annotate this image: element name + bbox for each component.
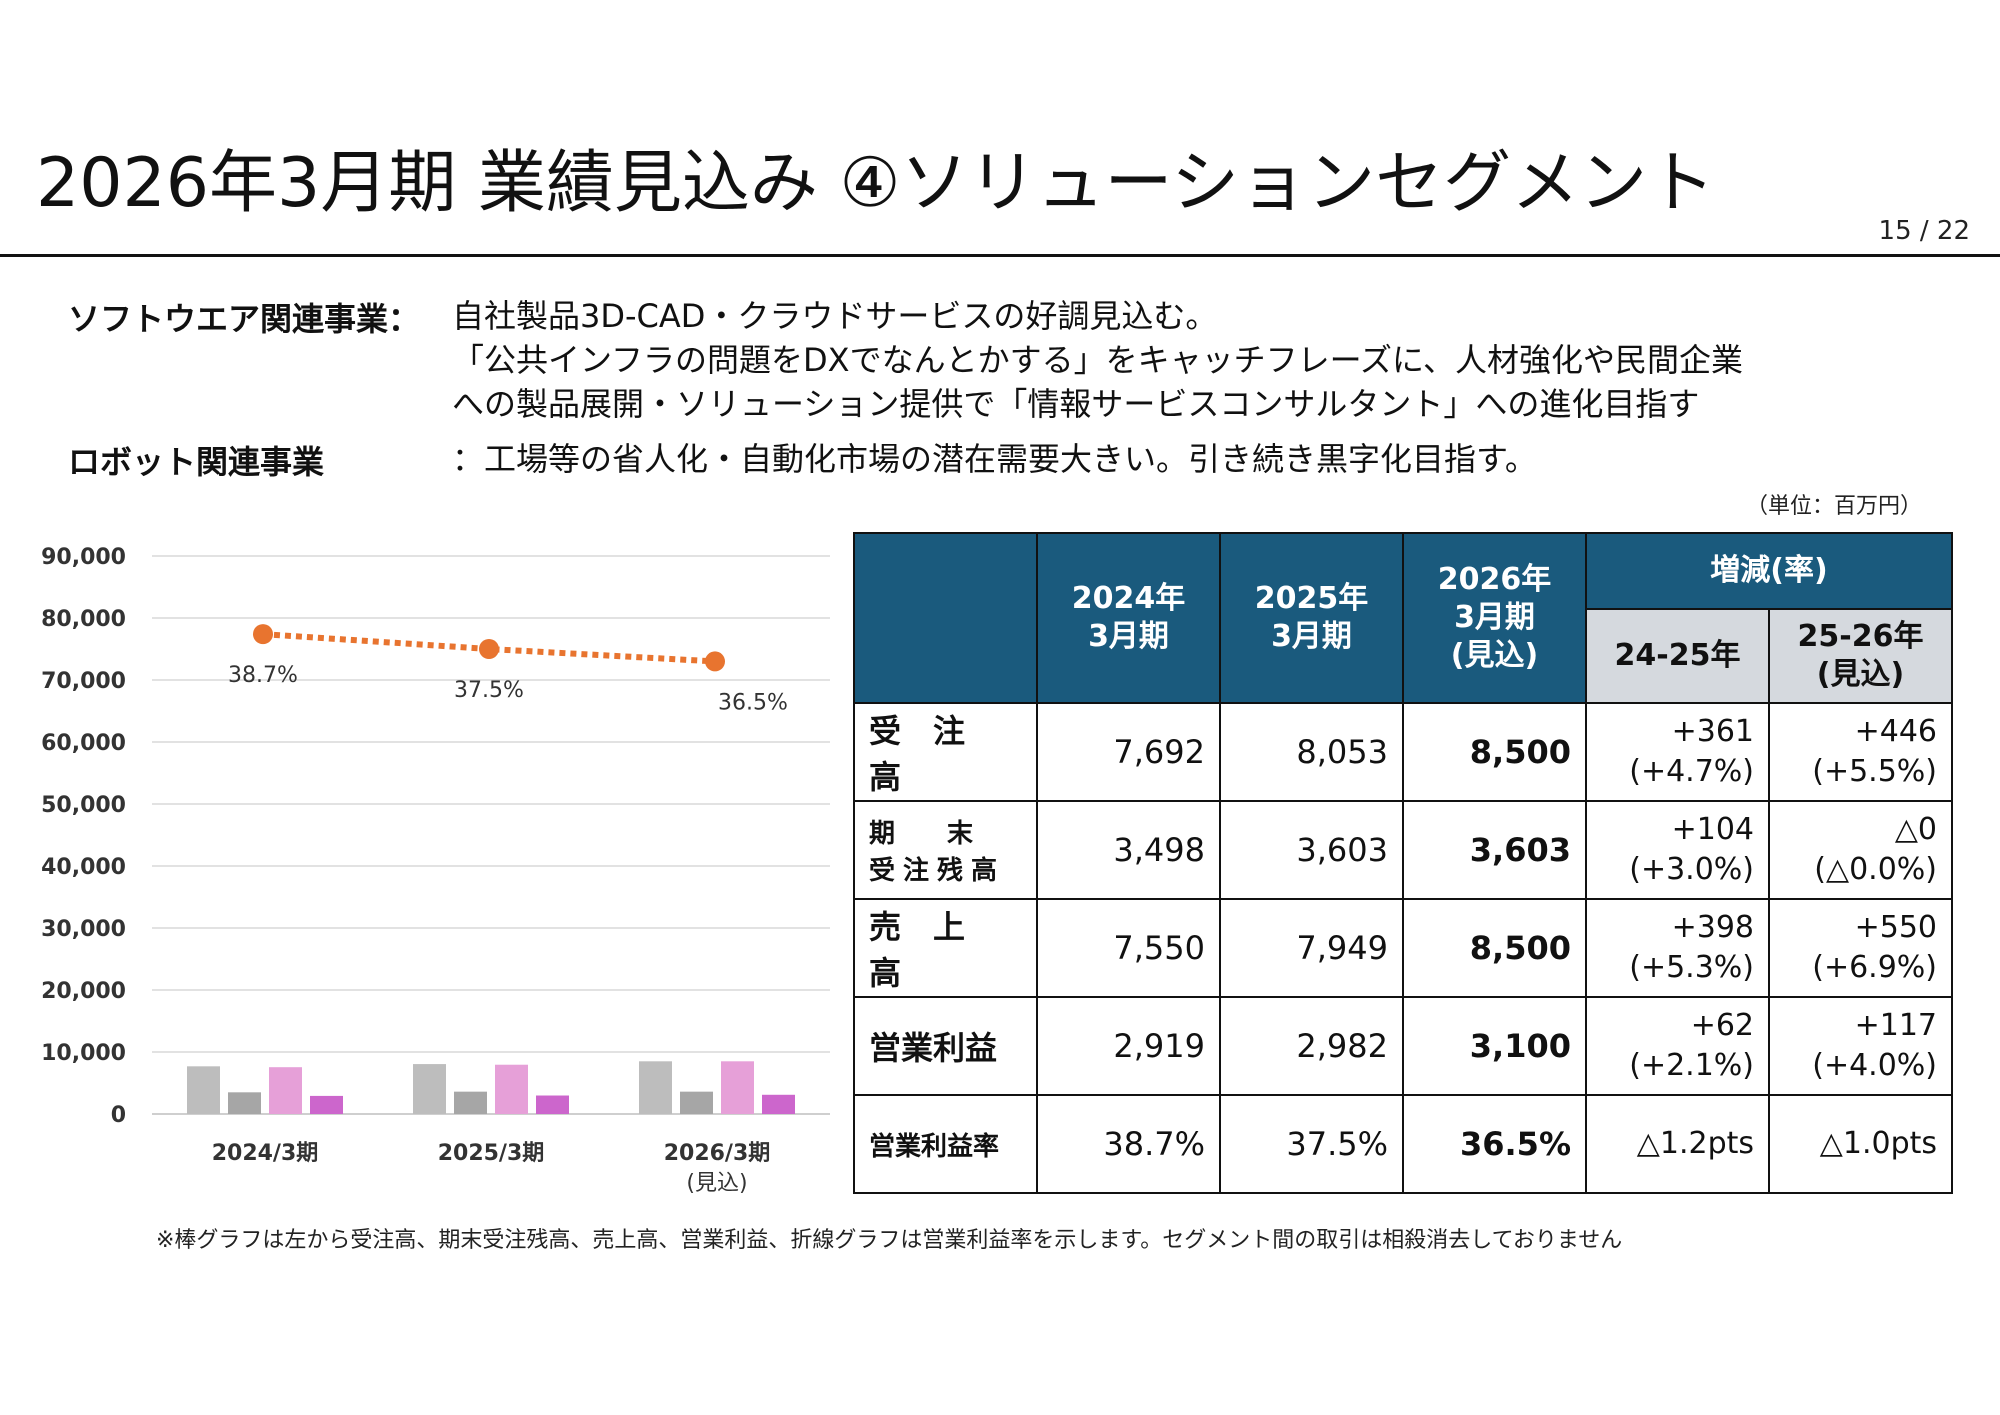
cell-change: +398 (+5.3%) (1585, 898, 1770, 998)
y-tick-label: 60,000 (41, 731, 126, 756)
line-point (479, 639, 499, 659)
bar (639, 1061, 672, 1114)
y-tick-label: 80,000 (41, 607, 126, 632)
table-row: 期 末 受注残高 3,498 3,603 3,603 +104 (+3.0%) △… (853, 800, 1953, 900)
cell-change: +117 (+4.0%) (1768, 996, 1953, 1096)
row-label-sales: 売 上 高 (853, 898, 1038, 998)
chart-y-axis: 90,000 80,000 70,000 60,000 50,000 40,000 30,0… (41, 545, 126, 1128)
cell-value: 3,603 (1402, 800, 1587, 900)
x-tick-sublabel: (見込) (686, 1171, 747, 1196)
cell-value: 8,053 (1219, 702, 1404, 802)
line-data-label: 38.7% (228, 663, 298, 688)
bar (228, 1092, 261, 1114)
cell-value: 7,550 (1036, 898, 1221, 998)
y-tick-label: 10,000 (41, 1041, 126, 1066)
title-divider (0, 254, 2000, 257)
bar (413, 1064, 446, 1114)
header-change: 増減(率) (1585, 532, 1953, 610)
performance-table: 2024年 3月期 2025年 3月期 2026年 3月期 (見込) 増減(率) 24-… (853, 532, 1953, 1194)
bar (721, 1061, 754, 1114)
line-point (705, 651, 725, 672)
cell-change: +446 (+5.5%) (1768, 702, 1953, 802)
cell-change: +361 (+4.7%) (1585, 702, 1770, 802)
cell-value: 7,692 (1036, 702, 1221, 802)
x-tick-label: 2026/3期 (664, 1141, 771, 1166)
y-tick-label: 70,000 (41, 669, 126, 694)
y-tick-label: 40,000 (41, 855, 126, 880)
table-row: 受 注 高 7,692 8,053 8,500 +361 (+4.7%) +446… (853, 702, 1953, 802)
bar (495, 1064, 528, 1114)
footnote: ※棒グラフは左から受注高、期末受注残高、売上高、営業利益、折線グラフは営業利益率… (156, 1228, 1623, 1253)
bar (536, 1095, 569, 1114)
cell-change: +104 (+3.0%) (1585, 800, 1770, 900)
cell-change: +62 (+2.1%) (1585, 996, 1770, 1096)
table-row: 売 上 高 7,550 7,949 8,500 +398 (+5.3%) +550… (853, 898, 1953, 998)
cell-change: △0 (△0.0%) (1768, 800, 1953, 900)
bar (310, 1095, 343, 1114)
cell-value: 37.5% (1219, 1094, 1404, 1194)
cell-value: 38.7% (1036, 1094, 1221, 1194)
cell-change: +550 (+6.9%) (1768, 898, 1953, 998)
table-subheader-row: 24-25年 25-26年 (見込) (854, 608, 1953, 704)
cell-value: 2,919 (1036, 996, 1221, 1096)
page-number: 15 / 22 (1878, 216, 1970, 246)
row-label-operating-margin: 営業利益率 (853, 1094, 1038, 1194)
y-tick-label: 90,000 (41, 545, 126, 570)
line-data-label: 37.5% (454, 678, 524, 703)
x-tick-label: 2024/3期 (212, 1141, 319, 1166)
row-label-backlog: 期 末 受注残高 (853, 800, 1038, 900)
header-change-2526: 25-26年 (見込) (1768, 608, 1953, 704)
software-business-text: 自社製品3D-CAD・クラウドサービスの好調見込む。 「公共インフラの問題をDX… (452, 297, 1744, 423)
chart-bars (187, 1061, 795, 1114)
y-tick-label: 30,000 (41, 917, 126, 942)
chart-grid (152, 555, 830, 1115)
software-business-label: ソフトウエア関連事業： (68, 300, 421, 338)
cell-value: 8,500 (1402, 702, 1587, 802)
unit-note: （単位：百万円） (1745, 494, 1922, 519)
cell-change: △1.2pts (1585, 1094, 1770, 1194)
cell-value: 3,603 (1219, 800, 1404, 900)
cell-value: 7,949 (1219, 898, 1404, 998)
robot-business-label: ロボット関連事業 (68, 443, 325, 481)
y-tick-label: 20,000 (41, 979, 126, 1004)
bar (454, 1091, 487, 1114)
header-2025: 2025年 3月期 (1219, 532, 1404, 704)
cell-value: 3,100 (1402, 996, 1587, 1096)
header-blank (853, 532, 1038, 704)
cell-value: 8,500 (1402, 898, 1587, 998)
header-2026: 2026年 3月期 (見込) (1402, 532, 1587, 704)
bar (187, 1066, 220, 1114)
row-label-operating-profit: 営業利益 (853, 996, 1038, 1096)
cell-value: 2,982 (1219, 996, 1404, 1096)
table-header-row: 2024年 3月期 2025年 3月期 2026年 3月期 (見込) 増減(率) (853, 532, 1953, 704)
segment-chart: 90,000 80,000 70,000 60,000 50,000 40,000 30,0… (41, 545, 830, 1196)
cell-change: △1.0pts (1768, 1094, 1953, 1194)
table-row: 営業利益率 38.7% 37.5% 36.5% △1.2pts △1.0pts (853, 1094, 1953, 1194)
header-change-2425: 24-25年 (1585, 608, 1770, 704)
line-series (262, 631, 716, 665)
cell-value: 36.5% (1402, 1094, 1587, 1194)
bar (762, 1094, 795, 1114)
line-data-label: 36.5% (718, 690, 788, 715)
line-point (253, 624, 273, 645)
bar (269, 1067, 302, 1114)
chart-line: 38.7% 37.5% 36.5% (228, 624, 788, 715)
x-tick-label: 2025/3期 (438, 1141, 545, 1166)
robot-business-text: ：工場等の省人化・自動化市場の潜在需要大きい。引き続き黒字化目指す。 (452, 440, 1537, 478)
page-title: 2026年3月期 業績見込み ④ソリューションセグメント (36, 144, 1716, 223)
chart-x-axis: 2024/3期 2025/3期 2026/3期 (見込) (212, 1141, 771, 1196)
y-tick-label: 0 (111, 1103, 126, 1128)
cell-value: 3,498 (1036, 800, 1221, 900)
row-label-orders: 受 注 高 (853, 702, 1038, 802)
y-tick-label: 50,000 (41, 793, 126, 818)
bar (680, 1091, 713, 1114)
table-row: 営業利益 2,919 2,982 3,100 +62 (+2.1%) +117 (+… (853, 996, 1953, 1096)
header-2024: 2024年 3月期 (1036, 532, 1221, 704)
